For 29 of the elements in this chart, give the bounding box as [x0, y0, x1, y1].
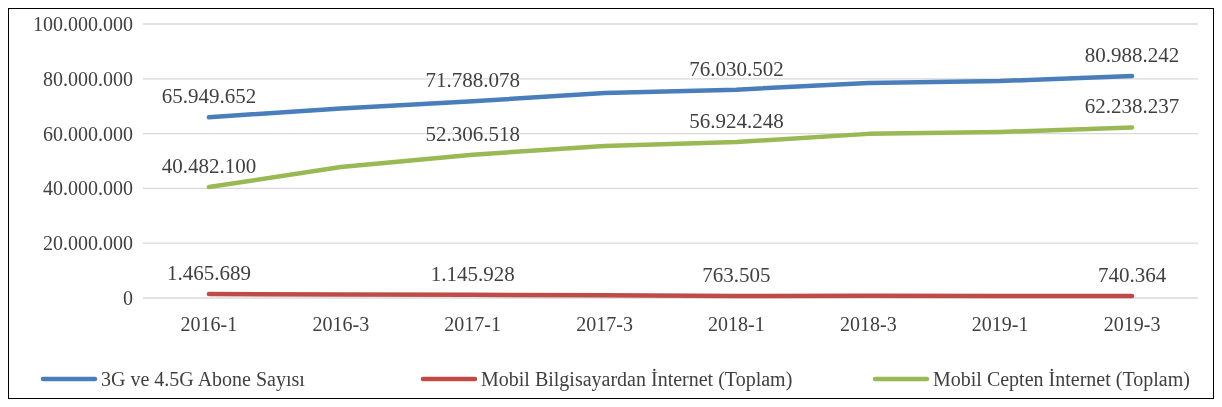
data-label: 71.788.078 — [425, 68, 520, 93]
x-tick-label: 2019-3 — [1103, 313, 1161, 335]
x-tick-label: 2016-3 — [312, 313, 370, 335]
data-label: 763.505 — [702, 262, 771, 287]
data-label: 40.482.100 — [161, 154, 257, 179]
data-label: 1.145.928 — [430, 261, 515, 286]
y-tick-label: 100.000.000 — [33, 13, 133, 35]
x-tick-label: 2016-1 — [180, 313, 238, 335]
y-tick-label: 60.000.000 — [43, 122, 133, 145]
x-tick-label: 2018-3 — [839, 313, 897, 335]
y-tick-label: 20.000.000 — [43, 232, 133, 255]
y-tick-label: 80.000.000 — [43, 67, 133, 90]
data-label: 1.465.689 — [166, 260, 251, 285]
data-label: 76.030.502 — [689, 56, 784, 81]
y-tick-label: 0 — [123, 287, 133, 309]
y-tick-label: 40.000.000 — [43, 177, 133, 200]
data-label: 52.306.518 — [425, 121, 520, 146]
x-tick-label: 2017-3 — [576, 313, 633, 335]
x-tick-label: 2019-1 — [971, 313, 1029, 335]
legend-label: Mobil Cepten İnternet (Toplam) — [933, 368, 1190, 391]
legend-label: Mobil Bilgisayardan İnternet (Toplam) — [481, 368, 793, 391]
x-tick-label: 2018-1 — [708, 313, 765, 335]
data-label: 62.238.237 — [1084, 94, 1180, 119]
x-tick-label: 2017-1 — [444, 313, 502, 335]
legend-label: 3G ve 4.5G Abone Sayısı — [101, 368, 306, 391]
data-label: 80.988.242 — [1084, 43, 1180, 68]
data-label: 65.949.652 — [161, 84, 257, 109]
data-label: 740.364 — [1097, 262, 1167, 287]
data-label: 56.924.248 — [689, 109, 784, 134]
